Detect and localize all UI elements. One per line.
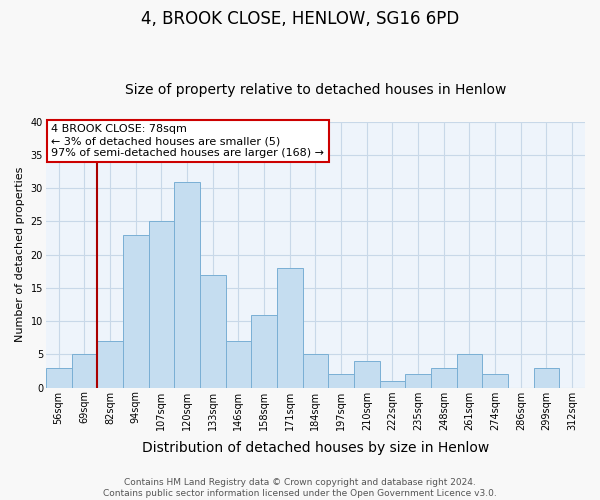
Bar [431,368,457,388]
Bar [354,361,380,388]
Bar [533,368,559,388]
Bar [71,354,97,388]
Text: Contains HM Land Registry data © Crown copyright and database right 2024.
Contai: Contains HM Land Registry data © Crown c… [103,478,497,498]
Bar [277,268,302,388]
Bar [405,374,431,388]
Bar [97,341,123,388]
Bar [174,182,200,388]
Bar [457,354,482,388]
Title: Size of property relative to detached houses in Henlow: Size of property relative to detached ho… [125,83,506,97]
Bar [482,374,508,388]
Bar [200,274,226,388]
X-axis label: Distribution of detached houses by size in Henlow: Distribution of detached houses by size … [142,441,489,455]
Bar [149,222,174,388]
Bar [46,368,71,388]
Bar [123,235,149,388]
Y-axis label: Number of detached properties: Number of detached properties [15,167,25,342]
Bar [302,354,328,388]
Bar [380,381,405,388]
Text: 4, BROOK CLOSE, HENLOW, SG16 6PD: 4, BROOK CLOSE, HENLOW, SG16 6PD [141,10,459,28]
Bar [328,374,354,388]
Bar [251,314,277,388]
Bar [226,341,251,388]
Text: 4 BROOK CLOSE: 78sqm
← 3% of detached houses are smaller (5)
97% of semi-detache: 4 BROOK CLOSE: 78sqm ← 3% of detached ho… [51,124,324,158]
